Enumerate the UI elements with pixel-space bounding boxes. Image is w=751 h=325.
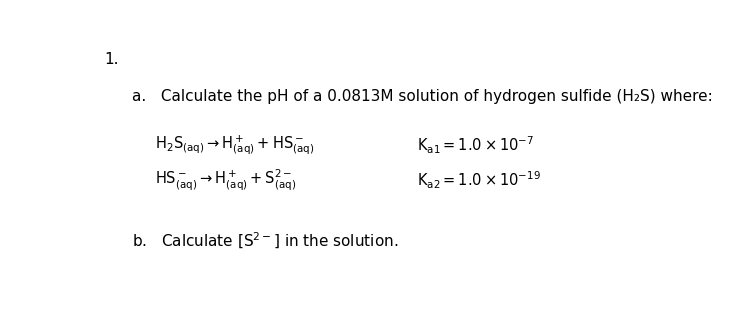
Text: $\mathsf{K_{a1} = 1.0 \times 10^{-7}}$: $\mathsf{K_{a1} = 1.0 \times 10^{-7}}$	[417, 135, 534, 156]
Text: $\mathsf{HS^-_{(aq)} {\rightarrow} H^+_{(aq)} + S^{2-}_{(aq)}}$: $\mathsf{HS^-_{(aq)} {\rightarrow} H^+_{…	[155, 168, 296, 193]
Text: $\mathsf{H_2S_{(aq)} {\rightarrow} H^+_{(aq)} + HS^-_{(aq)}}$: $\mathsf{H_2S_{(aq)} {\rightarrow} H^+_{…	[155, 134, 315, 157]
Text: a.   Calculate the pH of a 0.0813M solution of hydrogen sulfide (H₂S) where:: a. Calculate the pH of a 0.0813M solutio…	[131, 89, 713, 104]
Text: $\mathsf{K_{a2} = 1.0 \times 10^{-19}}$: $\mathsf{K_{a2} = 1.0 \times 10^{-19}}$	[417, 170, 541, 191]
Text: 1.: 1.	[104, 52, 119, 67]
Text: b.   Calculate $\mathsf{[S^{2-}]}$ in the solution.: b. Calculate $\mathsf{[S^{2-}]}$ in the …	[131, 230, 398, 251]
